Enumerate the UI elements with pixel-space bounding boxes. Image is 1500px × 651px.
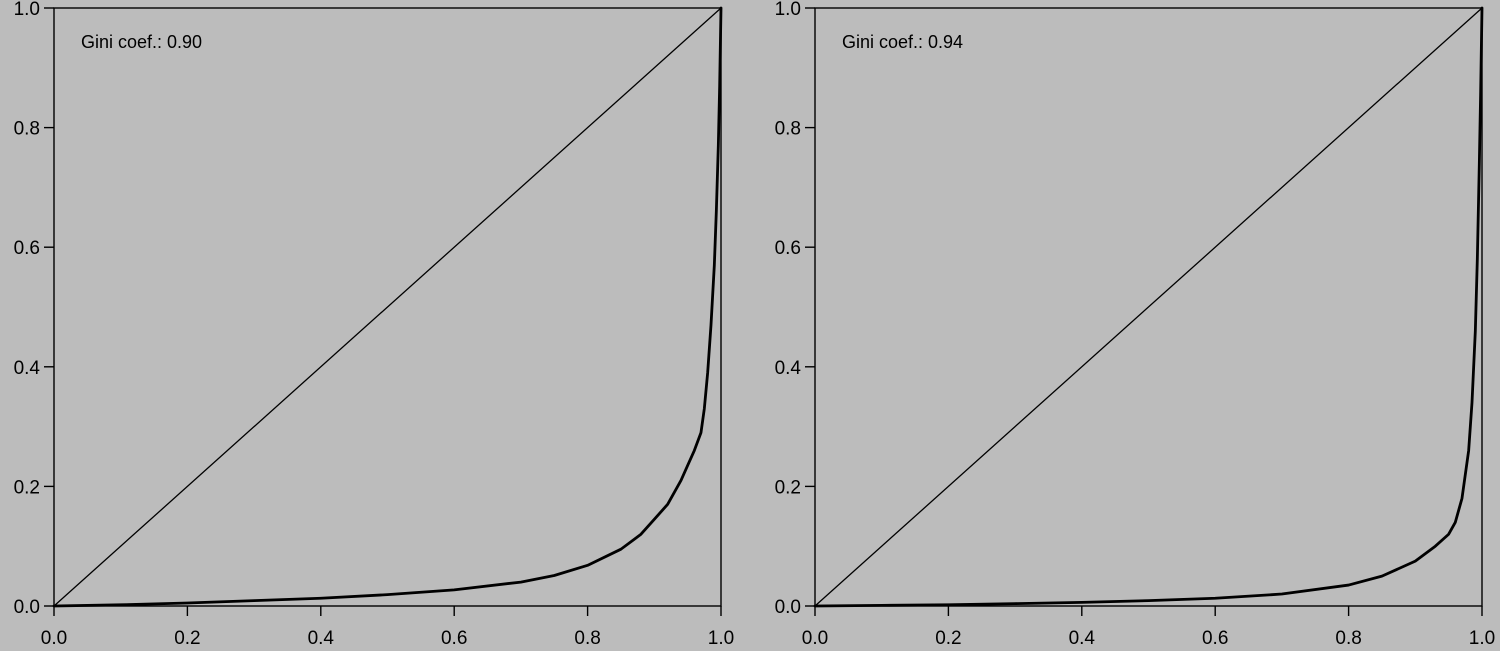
y-tick-label: 0.4 [14, 358, 41, 379]
y-tick-label: 0.6 [14, 238, 40, 259]
gini-annotation: Gini coef.: 0.90 [81, 32, 202, 52]
y-tick-label: 0.8 [775, 119, 801, 140]
y-tick-label: 0.0 [14, 597, 40, 618]
chart-panel-1: 0.0 0.2 0.4 0.6 0.8 1.0 0.0 0.2 0.4 0.6 0.8 1.0 Gini… [14, 0, 735, 649]
y-tick-label: 0.2 [14, 477, 40, 498]
y-tick-label: 0.4 [775, 358, 802, 379]
x-tick-label: 0.8 [1335, 628, 1361, 649]
gini-annotation: Gini coef.: 0.94 [842, 32, 963, 52]
equality-line [53, 7, 722, 607]
x-tick-label: 0.6 [1202, 628, 1228, 649]
x-tick-label: 0.0 [41, 628, 67, 649]
lorenz-curve [813, 6, 1484, 608]
lorenz-curve [52, 6, 723, 608]
y-tick-label: 1.0 [775, 0, 801, 20]
x-tick-label: 0.2 [935, 628, 961, 649]
x-tick-label: 0.6 [441, 628, 467, 649]
x-tick-label: 0.8 [574, 628, 600, 649]
x-tick-label: 1.0 [708, 628, 734, 649]
x-tick-label: 0.0 [802, 628, 828, 649]
y-tick-label: 1.0 [14, 0, 40, 20]
y-tick-label: 0.8 [14, 119, 40, 140]
x-tick-label: 1.0 [1469, 628, 1495, 649]
y-tick-label: 0.0 [775, 597, 801, 618]
x-tick-label: 0.2 [174, 628, 200, 649]
equality-line [814, 7, 1483, 607]
x-tick-label: 0.4 [1069, 628, 1096, 649]
x-tick-label: 0.4 [308, 628, 335, 649]
y-tick-label: 0.2 [775, 477, 801, 498]
chart-panel-2: 0.0 0.2 0.4 0.6 0.8 1.0 0.0 0.2 0.4 0.6 0.8 1.0 Gini… [775, 0, 1496, 649]
y-tick-label: 0.6 [775, 238, 801, 259]
